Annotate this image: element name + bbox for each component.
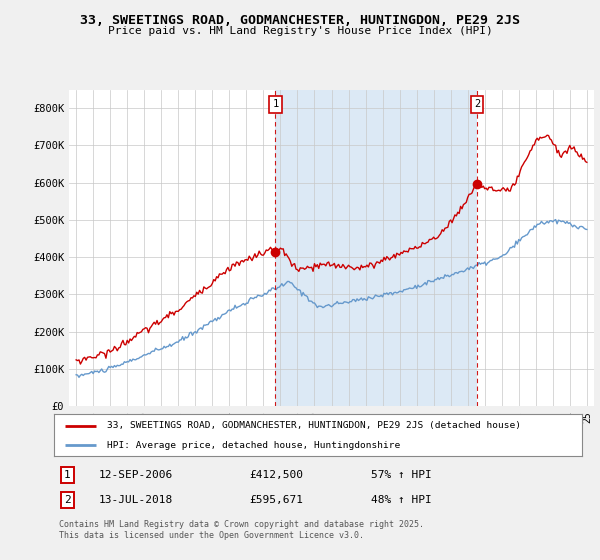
Text: 2: 2 bbox=[64, 495, 71, 505]
Text: 13-JUL-2018: 13-JUL-2018 bbox=[99, 495, 173, 505]
Bar bbox=[275, 90, 477, 406]
Text: 1: 1 bbox=[272, 100, 278, 110]
Text: 2: 2 bbox=[474, 100, 480, 110]
Text: £595,671: £595,671 bbox=[250, 495, 304, 505]
Text: 12-SEP-2006: 12-SEP-2006 bbox=[99, 470, 173, 480]
Text: 48% ↑ HPI: 48% ↑ HPI bbox=[371, 495, 431, 505]
Text: HPI: Average price, detached house, Huntingdonshire: HPI: Average price, detached house, Hunt… bbox=[107, 441, 400, 450]
Text: Price paid vs. HM Land Registry's House Price Index (HPI): Price paid vs. HM Land Registry's House … bbox=[107, 26, 493, 36]
Text: £412,500: £412,500 bbox=[250, 470, 304, 480]
Text: 33, SWEETINGS ROAD, GODMANCHESTER, HUNTINGDON, PE29 2JS: 33, SWEETINGS ROAD, GODMANCHESTER, HUNTI… bbox=[80, 14, 520, 27]
Text: 1: 1 bbox=[64, 470, 71, 480]
Text: 33, SWEETINGS ROAD, GODMANCHESTER, HUNTINGDON, PE29 2JS (detached house): 33, SWEETINGS ROAD, GODMANCHESTER, HUNTI… bbox=[107, 421, 521, 430]
Text: 57% ↑ HPI: 57% ↑ HPI bbox=[371, 470, 431, 480]
Text: Contains HM Land Registry data © Crown copyright and database right 2025.
This d: Contains HM Land Registry data © Crown c… bbox=[59, 520, 424, 540]
